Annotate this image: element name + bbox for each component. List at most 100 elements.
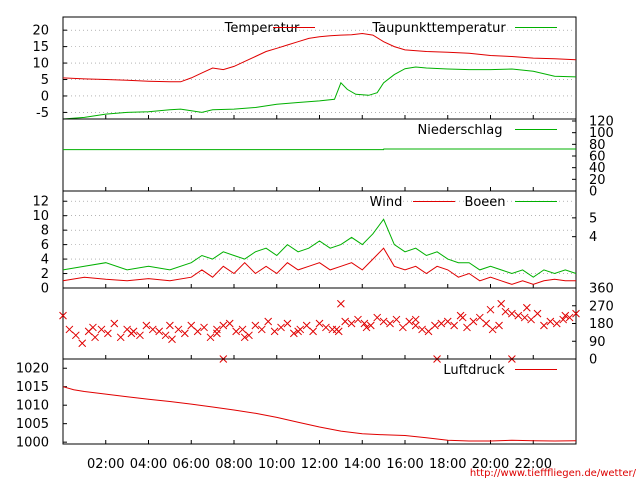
wind_direction-point: [437, 319, 446, 328]
x-tick-label: 02:00: [87, 457, 124, 472]
wind_direction-point: [315, 319, 324, 328]
wind_direction-point: [469, 317, 478, 326]
wind_direction-point: [193, 327, 202, 336]
wind_direction-point: [213, 325, 221, 334]
wind_direction-point: [289, 329, 298, 338]
wind-ytick-right-label: 4: [589, 230, 597, 245]
wind_direction-point: [495, 321, 503, 330]
temperature-ytick-label: 10: [32, 57, 49, 72]
wind_direction-point: [142, 321, 151, 330]
wind_direction-point: [366, 321, 375, 330]
x-tick-label: 20:00: [472, 457, 509, 472]
wind_direction-point: [213, 329, 221, 338]
pressure-ytick-label: 1015: [16, 380, 49, 395]
wind_direction-point: [482, 319, 491, 328]
wind_direction-point: [514, 311, 523, 320]
wind_direction-point: [187, 321, 196, 330]
wind_direction-point: [508, 309, 516, 318]
wind_direction-ytick-right-label: 90: [589, 335, 606, 350]
temperature-series-1-line: [62, 32, 577, 83]
wind_direction-point: [527, 315, 535, 324]
wind_direction-point: [559, 315, 568, 324]
precipitation-ytick-right-label: 0: [589, 185, 597, 200]
wind_direction-point: [463, 323, 471, 332]
wind_direction-point: [148, 325, 157, 334]
wind_direction-point: [360, 319, 369, 328]
temperature-ytick-label: 15: [32, 40, 49, 55]
wind_direction-point: [225, 319, 234, 328]
wind_direction-point: [219, 321, 228, 330]
wind_direction-point: [180, 329, 189, 338]
x-tick-label: 16:00: [386, 457, 423, 472]
temperature-ytick-label: 5: [41, 73, 49, 88]
wind-ytick-label: 12: [32, 195, 49, 210]
wind-ytick-label: 6: [41, 238, 49, 253]
x-tick-label: 22:00: [515, 457, 552, 472]
wind_direction-point: [379, 317, 388, 326]
wind_direction-point: [347, 319, 356, 328]
wind_direction-point: [450, 321, 459, 330]
temperature-legend-label: Taupunkttemperatur: [371, 21, 506, 36]
wind_direction-point: [136, 331, 144, 340]
x-tick-label: 08:00: [215, 457, 252, 472]
x-tick-label: 12:00: [301, 457, 338, 472]
wind_direction-point: [337, 299, 345, 308]
wind-ytick-label: 4: [41, 253, 49, 268]
wind_direction-ytick-right-label: 360: [589, 282, 614, 297]
precipitation-ytick-right-label: 20: [589, 173, 606, 188]
wind_direction-point: [362, 323, 371, 332]
wind_direction-point: [373, 313, 382, 322]
x-axis: 02:00 04:00 06:00 08:00 10:00 12:00 14:00 16:00…: [87, 457, 552, 472]
wind_direction-point: [168, 335, 176, 344]
wind-ytick-label: 8: [41, 224, 49, 239]
wind_direction-point: [270, 327, 279, 336]
wind_direction-point: [127, 329, 136, 338]
temperature-series-2-line: [62, 66, 577, 120]
precipitation-ytick-right-label: 80: [589, 138, 606, 153]
wind_direction-point: [257, 325, 266, 334]
precipitation-ytick-right-label: 100: [589, 126, 614, 141]
wind_direction-point: [522, 303, 531, 312]
wind_direction-point: [501, 307, 510, 316]
wind_direction-point: [65, 325, 74, 334]
wind_direction-point: [405, 317, 414, 326]
wind_direction-point: [110, 319, 119, 328]
wind_direction-point: [232, 327, 240, 336]
wind_direction-point: [97, 325, 106, 334]
wind_direction-point: [174, 325, 183, 334]
wind-series-2-line: [62, 218, 577, 278]
temperature-ytick-label: 0: [41, 89, 49, 104]
wind_direction-point: [399, 323, 407, 332]
pressure-legend-label: Luftdruck: [443, 363, 505, 378]
wind_direction-point: [520, 313, 529, 322]
wind-legend-label: Wind: [370, 195, 403, 210]
wind_direction-point: [240, 333, 249, 342]
wind_direction-point: [277, 323, 285, 332]
wind-legend-label: Boeen: [464, 195, 505, 210]
precipitation-series-1-line: [63, 148, 576, 151]
wind_direction-point: [565, 313, 574, 322]
pressure-ytick-label: 1005: [16, 417, 49, 432]
wind_direction-point: [546, 317, 555, 326]
wind_direction-point: [392, 315, 401, 324]
wind_direction-point: [166, 321, 174, 330]
wind_direction-point: [341, 317, 350, 326]
wind_direction-point: [332, 325, 341, 334]
credit-link[interactable]: http://www.tiefffliegen.de/wetter/: [470, 468, 637, 479]
pressure-panel: 1020 1015 1010 1005 1000 Luftdruck: [16, 358, 577, 451]
wind_direction-point: [264, 317, 273, 326]
wind_direction-point: [71, 331, 80, 340]
wind_direction-point: [386, 319, 394, 328]
wind-series-1-line: [62, 247, 576, 285]
wind_direction-point: [443, 317, 452, 326]
wind_direction-point: [561, 311, 570, 320]
wind_direction-point: [251, 321, 260, 330]
wind_direction-point: [245, 331, 253, 340]
wind_direction-point: [104, 329, 112, 338]
wind_direction-point: [458, 313, 467, 322]
wind_direction-point: [238, 325, 247, 334]
wind_direction-ytick-right-label: 180: [589, 317, 614, 332]
wind-ytick-label: 0: [41, 282, 49, 297]
x-tick-label: 06:00: [173, 457, 210, 472]
